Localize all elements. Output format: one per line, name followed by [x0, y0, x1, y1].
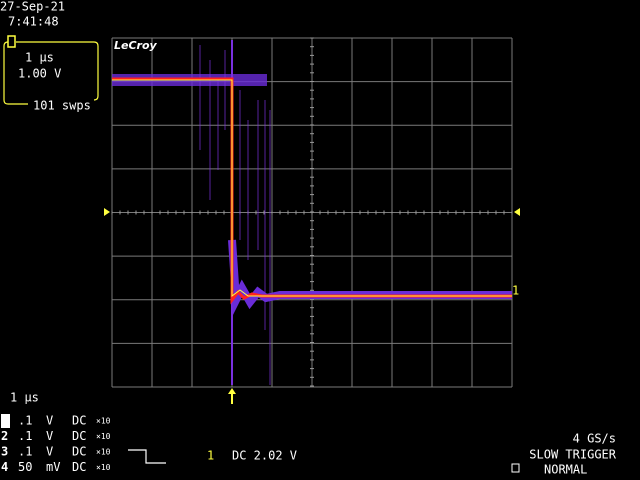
graticule [111, 37, 513, 388]
time: 7:41:48 [8, 15, 59, 29]
channel-scale: .1 [18, 429, 32, 443]
trigger-mode: SLOW TRIGGER [529, 448, 616, 462]
box-time-per-div: 1 µs [25, 51, 54, 65]
channel-unit: V [46, 414, 53, 428]
trigger-state: NORMAL [544, 463, 587, 477]
left-level-marker [104, 208, 110, 216]
channel-coupling: DC [72, 445, 86, 459]
channel-list: 1 .1 V DC ×10 2 .1 V DC ×10 3 .1 V DC ×10 4 50 mV DC ×10 [1, 414, 111, 474]
date: 27-Sep-21 [0, 0, 65, 14]
sample-rate: 4 GS/s [573, 432, 616, 446]
box-sweeps: 101 swps [33, 99, 91, 113]
channel-id: 4 [1, 460, 8, 474]
channel-unit: V [46, 445, 53, 459]
channel-scale: .1 [18, 445, 32, 459]
trigger-slope-icon [128, 449, 166, 464]
channel-scale: .1 [18, 414, 32, 428]
channel-id: 3 [1, 445, 8, 459]
timebase-box [3, 41, 99, 105]
channel-unit: V [46, 429, 53, 443]
trigger-channel: 1 [207, 449, 214, 463]
state-box [511, 463, 520, 473]
noise [199, 45, 271, 385]
waveforms [112, 40, 512, 385]
channel-unit: mV [46, 460, 60, 474]
channel-probe: ×10 [96, 417, 111, 426]
channel-scale: 50 [18, 460, 32, 474]
trigger-position [228, 388, 236, 404]
channel-probe: ×10 [96, 448, 111, 457]
channel-coupling: DC [72, 460, 86, 474]
channel-coupling: DC [72, 429, 86, 443]
channel-coupling: DC [72, 414, 86, 428]
channel-probe: ×10 [96, 463, 111, 472]
channel-id: 2 [1, 429, 8, 443]
channel-highlight [1, 414, 10, 428]
channel-probe: ×10 [96, 432, 111, 441]
channel-id: 1 [1, 414, 8, 428]
logo: LeCroy [114, 39, 158, 52]
box-volts-per-div: 1.00 V [18, 67, 61, 81]
right-level-marker [514, 208, 520, 216]
trace-yellow [112, 79, 512, 297]
trace-marker: 1 [512, 284, 519, 298]
trigger-level: DC 2.02 V [232, 449, 297, 463]
timebase: 1 µs [10, 391, 39, 405]
